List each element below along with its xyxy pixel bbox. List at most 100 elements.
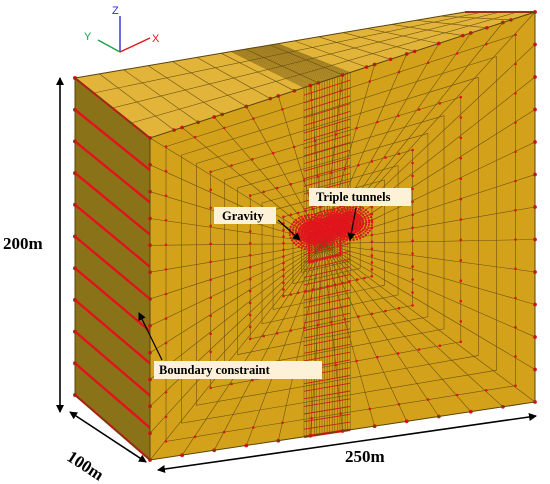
mesh-node [336,254,340,257]
mesh-node [323,257,327,260]
mesh-node [363,276,366,280]
tunnel-node [327,221,330,224]
tunnel-node [305,219,308,222]
mesh-radial-line [323,243,343,432]
tunnel-node [295,240,298,243]
tunnel-node [310,218,313,221]
mesh-node [370,312,374,316]
tunnel-node [310,213,313,216]
mesh-node [438,102,442,105]
mesh-node [459,177,463,180]
mesh-node [370,160,374,163]
tunnel-node [324,238,328,241]
tunnel-node [331,211,334,214]
mesh-node [248,337,252,341]
mesh-node [334,133,338,136]
tunnel-node [334,215,337,218]
tunnel-node [322,237,325,240]
mesh-node [334,363,338,367]
width-dimension-arrow [157,413,537,473]
tunnel-node [314,235,317,238]
mesh-node [311,207,315,211]
tunnel-node [307,213,310,216]
tunnel-node [336,235,339,238]
tunnel-node [308,229,311,232]
tunnel-node [302,217,305,220]
mesh-node [316,323,320,327]
mesh-node [281,108,284,111]
mesh-node [514,325,517,329]
tunnel-node [324,214,328,217]
tunnel-node [364,230,367,233]
mesh-node [262,190,266,194]
tunnel-node [361,219,365,222]
tunnel-node [319,244,322,247]
tunnel-node [324,240,327,243]
tunnel-node [313,243,316,247]
mesh-node [282,255,285,258]
mesh-node [209,314,212,318]
mesh-node [248,194,252,197]
tunnel-node [362,221,365,224]
tunnel-node [346,236,349,239]
mesh-node [485,42,488,46]
tunnel-node [316,237,319,240]
gravity-leader [277,219,301,241]
mesh-node [370,233,374,237]
mesh-node [514,33,517,37]
tunnel-node [358,211,361,214]
mesh-node [411,161,414,165]
tunnel-node [352,238,355,242]
mesh-node [514,62,517,66]
tunnel-node [303,214,306,217]
mesh-node [209,386,212,390]
tunnel-node [351,208,354,211]
mesh-node [514,267,517,271]
mesh-node [230,164,233,167]
tunnel-node [331,226,334,229]
tunnel-node [329,241,332,244]
tunnel-node [370,224,373,227]
mesh-node [310,98,313,102]
side-constraint-line [75,235,150,300]
width-dimension-label: 250m [345,447,385,466]
tunnel-node [312,219,316,222]
mesh-node [164,243,168,247]
tunnel-node [315,243,318,246]
tunnel-node [328,216,331,219]
mesh-ring [196,76,479,406]
mesh-node [339,89,343,92]
mesh-node [370,205,374,209]
mesh-node [331,255,334,258]
mesh-radial-line [323,243,375,427]
tunnel-node [368,213,371,216]
mesh-node [459,238,463,242]
tunnel-node [324,211,327,215]
tunnel-node [342,238,345,241]
mesh-node [252,117,255,120]
mesh-node [319,205,322,209]
mesh-node [326,284,330,288]
mesh-node [384,156,387,159]
mesh-node [296,211,300,215]
mesh-radial-line [246,243,324,446]
tunnel-node [310,226,313,229]
mesh-node [411,174,414,178]
mesh-node [411,252,414,255]
tunnel-node [329,208,332,211]
tunnel-node [362,229,365,232]
tunnel-node [303,242,306,245]
mesh-node [164,341,168,345]
mesh-node [339,251,342,254]
mesh-node [248,289,252,293]
mesh-ring [181,56,497,424]
tunnel-node [349,206,352,209]
tunnel-node [339,205,342,208]
tunnel-node [326,209,329,212]
mesh-node [248,230,252,233]
mesh-node [164,415,168,419]
tunnel-node [301,241,304,244]
mesh-node [164,292,168,296]
tunnel-node [317,228,320,231]
tunnel-node [299,222,302,225]
